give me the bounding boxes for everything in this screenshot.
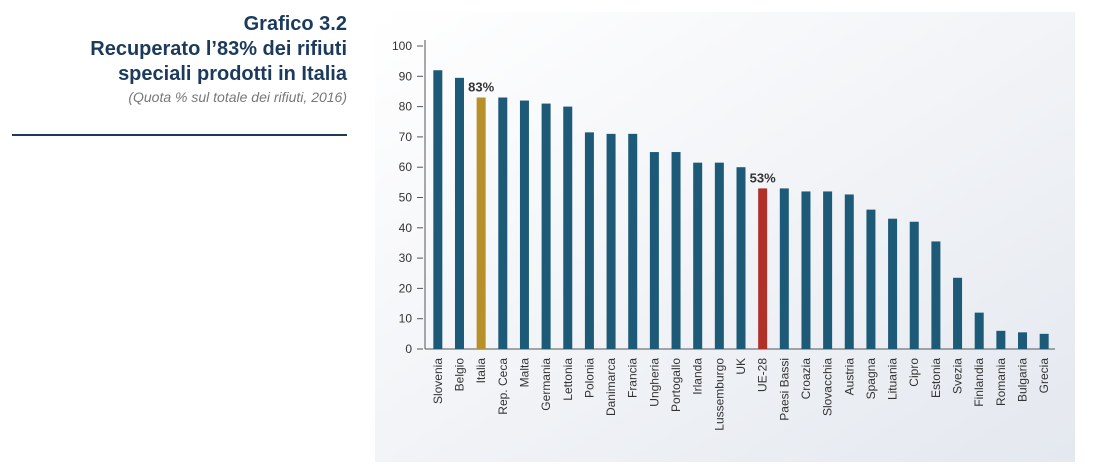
x-tick-label: Danimarca	[604, 358, 618, 416]
chart-label: Grafico 3.2	[244, 13, 347, 35]
bar	[671, 152, 681, 349]
x-tick-label: Romania	[994, 358, 1008, 406]
x-tick-label: Finlandia	[972, 358, 986, 407]
chart-subtitle: (Quota % sul totale dei rifiuti, 2016)	[128, 89, 347, 105]
bar	[736, 167, 746, 349]
bar	[649, 152, 659, 349]
y-tick-label: 60	[399, 160, 413, 174]
bar	[823, 191, 833, 349]
bar	[844, 194, 854, 349]
bar	[606, 133, 616, 349]
x-tick-label: Slovacchia	[821, 358, 835, 416]
x-tick-label: Slovenia	[431, 358, 445, 404]
y-tick-label: 80	[399, 100, 413, 114]
y-tick-label: 0	[405, 342, 412, 356]
chart-panel	[375, 12, 1075, 462]
bar	[888, 218, 898, 349]
y-tick-label: 30	[399, 251, 413, 265]
x-tick-label: Croazia	[799, 358, 813, 400]
x-tick-label: Malta	[517, 358, 531, 388]
bar	[801, 191, 811, 349]
y-tick-label: 10	[399, 312, 413, 326]
x-tick-label: Bulgaria	[1016, 358, 1030, 402]
bar	[953, 277, 963, 349]
x-tick-label: Lussemburgo	[712, 358, 726, 431]
bar	[1018, 332, 1028, 349]
x-tick-label: Rep. Ceca	[496, 358, 510, 415]
x-tick-label: Estonia	[929, 358, 943, 398]
x-tick-label: Lituania	[886, 358, 900, 400]
bar	[996, 330, 1006, 349]
bar	[519, 100, 529, 349]
y-tick-label: 50	[399, 191, 413, 205]
x-tick-label: Austria	[842, 358, 856, 396]
chart-title: Recuperato l’83% dei rifiuti	[90, 38, 347, 60]
bar	[866, 209, 876, 349]
x-tick-label: Cipro	[907, 358, 921, 387]
chart-title: speciali prodotti in Italia	[118, 63, 348, 85]
bar	[779, 188, 789, 349]
x-tick-label: Grecia	[1037, 358, 1051, 394]
x-tick-label: Lettonia	[561, 358, 575, 401]
bar	[584, 132, 594, 349]
x-tick-label: UK	[734, 358, 748, 375]
x-tick-label: Italia	[474, 358, 488, 384]
bar	[563, 106, 573, 349]
bar	[1039, 333, 1049, 349]
bar	[714, 162, 724, 349]
x-tick-label: Germania	[539, 358, 553, 411]
bar	[909, 221, 919, 349]
x-tick-label: Irlanda	[691, 358, 705, 395]
y-tick-label: 40	[399, 221, 413, 235]
y-tick-label: 70	[399, 130, 413, 144]
x-tick-label: Ungheria	[647, 358, 661, 407]
y-tick-label: 90	[399, 69, 413, 83]
bar	[628, 133, 638, 349]
x-tick-label: Francia	[626, 358, 640, 398]
bar	[498, 97, 508, 349]
bar	[476, 97, 486, 349]
x-tick-label: Spagna	[864, 358, 878, 400]
x-tick-label: UE-28	[756, 358, 770, 392]
y-tick-label: 100	[392, 39, 412, 53]
x-tick-label: Portogallo	[669, 358, 683, 412]
value-label: 83%	[468, 80, 494, 95]
bar	[974, 312, 984, 349]
bar	[758, 188, 768, 349]
value-label: 53%	[750, 170, 776, 185]
x-tick-label: Polonia	[582, 358, 596, 398]
x-tick-label: Svezia	[951, 358, 965, 394]
bar	[433, 70, 443, 350]
bar	[454, 77, 464, 349]
bar	[541, 103, 551, 349]
bar	[693, 162, 703, 349]
bar	[931, 241, 941, 349]
y-tick-label: 20	[399, 281, 413, 295]
x-tick-label: Paesi Bassi	[777, 358, 791, 421]
x-tick-label: Belgio	[452, 358, 466, 392]
